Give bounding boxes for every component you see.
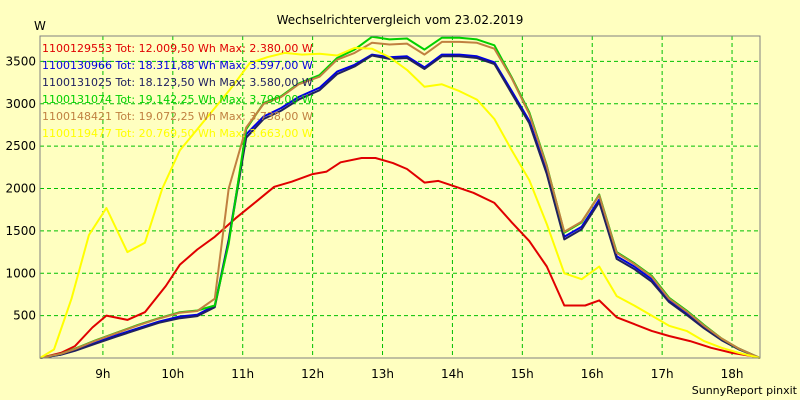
series-line-1100119477	[39, 46, 761, 359]
legend-entry-1100130966: 1100130966 Tot: 18.311,88 Wh Max: 3.597,…	[42, 59, 313, 72]
series-line-1100148421	[39, 40, 761, 359]
series-line-1100129553	[39, 157, 761, 359]
plot-frame	[39, 35, 761, 359]
chart-title: Wechselrichtervergleich vom 23.02.2019	[277, 13, 524, 27]
y-tick-label: 2000	[5, 182, 36, 196]
legend-entry-1100129553: 1100129553 Tot: 12.009,50 Wh Max: 2.380,…	[42, 42, 313, 55]
footer-credit: SunnyReport pinxit	[692, 384, 798, 397]
y-axis-label: W	[34, 19, 46, 33]
x-tick-label: 18h	[721, 367, 744, 381]
x-tick-label: 15h	[511, 367, 534, 381]
legend-entry-1100131025: 1100131025 Tot: 18.123,50 Wh Max: 3.580,…	[42, 76, 313, 89]
legend: 1100129553 Tot: 12.009,50 Wh Max: 2.380,…	[42, 42, 313, 140]
x-tick-label: 14h	[441, 367, 464, 381]
series-line-1100130966	[39, 53, 761, 359]
series-line-1100131025	[39, 54, 761, 359]
legend-entry-1100119477: 1100119477 Tot: 20.769,50 Wh Max: 3.663,…	[42, 127, 313, 140]
axes: 500 1000 1500 2000 2500 3000 3500 9h 10h 11h 12h 13…	[5, 35, 761, 381]
y-tick-label: 3000	[5, 97, 36, 111]
x-tick-label: 10h	[161, 367, 184, 381]
x-tick-label: 11h	[231, 367, 254, 381]
grid	[40, 36, 760, 358]
y-tick-label: 500	[13, 309, 36, 323]
x-tick-label: 12h	[301, 367, 324, 381]
y-tick-label: 1500	[5, 224, 36, 238]
legend-entry-1100131074: 1100131074 Tot: 19.142,25 Wh Max: 3.790,…	[42, 93, 313, 106]
y-tick-label: 3500	[5, 54, 36, 68]
x-tick-label: 16h	[581, 367, 604, 381]
y-tick-label: 1000	[5, 266, 36, 280]
y-tick-label: 2500	[5, 139, 36, 153]
series-lines	[39, 35, 761, 359]
x-tick-label: 17h	[651, 367, 674, 381]
x-tick-label: 13h	[371, 367, 394, 381]
legend-entry-1100148421: 1100148421 Tot: 19.072,25 Wh Max: 3.738,…	[42, 110, 313, 123]
x-tick-label: 9h	[95, 367, 110, 381]
